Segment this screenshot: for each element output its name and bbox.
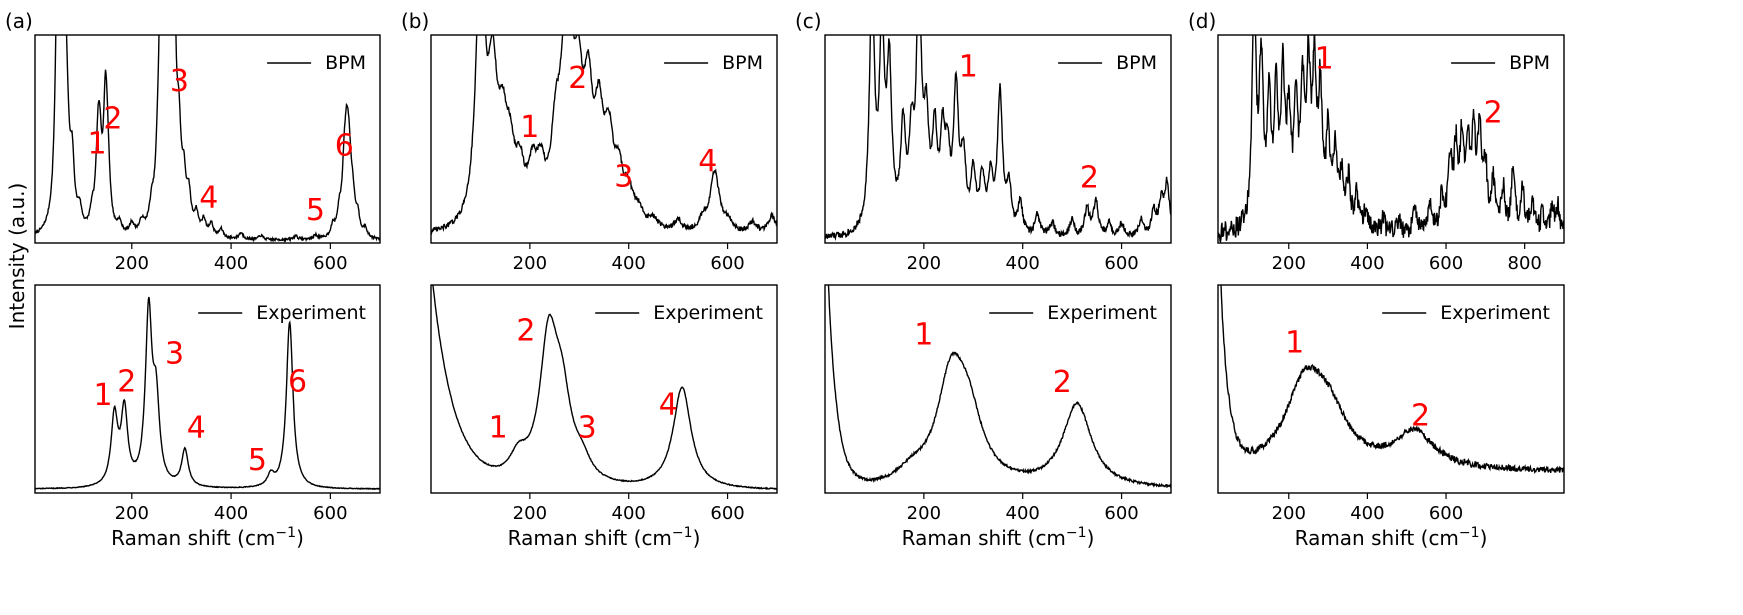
x-tick-label: 600 (710, 503, 744, 524)
x-tick-label: 400 (1350, 503, 1384, 524)
peak-label: 6 (288, 364, 307, 399)
x-tick-label: 600 (710, 253, 744, 274)
peak-label: 6 (335, 129, 354, 164)
peak-label: 1 (914, 317, 933, 352)
spectrum-line-top (825, 35, 1171, 241)
peak-label: 1 (959, 50, 978, 85)
x-tick-label: 400 (612, 253, 646, 274)
spectrum-line-bottom (1220, 285, 1564, 475)
axes-frame (430, 284, 778, 494)
x-tick-label: 200 (513, 503, 547, 524)
peak-label: 1 (489, 411, 508, 446)
peak-label: 1 (1315, 41, 1334, 76)
peak-label: 4 (659, 387, 678, 422)
axes-frame (430, 34, 778, 244)
x-tick-label: 200 (115, 253, 149, 274)
peak-label: 2 (568, 61, 587, 96)
legend-label: BPM (1116, 52, 1157, 74)
x-tick-label: 200 (513, 253, 547, 274)
peak-label: 1 (88, 127, 107, 162)
peak-label: 1 (93, 378, 112, 413)
x-tick-label: 600 (313, 253, 347, 274)
peak-label: 5 (306, 193, 325, 228)
axes-frame (34, 284, 381, 494)
x-tick-label: 400 (612, 503, 646, 524)
legend-label: Experiment (1047, 302, 1157, 324)
peak-label: 3 (165, 337, 184, 372)
x-tick-label: 400 (1006, 253, 1040, 274)
x-tick-label: 400 (214, 253, 248, 274)
x-tick-label: 600 (313, 503, 347, 524)
x-tick-label: 400 (214, 503, 248, 524)
x-axis-label: Raman shift (cm−1) (508, 525, 701, 550)
x-tick-label: 200 (115, 503, 149, 524)
x-tick-label: 200 (907, 253, 941, 274)
x-tick-label: 200 (1272, 253, 1306, 274)
peak-label: 2 (1080, 161, 1099, 196)
spectrum-line-bottom (827, 285, 1171, 489)
panel-label: (a) (5, 9, 33, 33)
peak-label: 1 (1285, 326, 1304, 361)
peak-label: 2 (516, 313, 535, 348)
peak-label: 2 (1411, 398, 1430, 433)
legend-label: Experiment (1440, 302, 1550, 324)
spectrum-line-top (35, 35, 380, 243)
peak-label: 1 (520, 110, 539, 145)
peak-label: 3 (170, 64, 189, 99)
legend-label: BPM (325, 52, 366, 74)
axes-frame (1217, 34, 1565, 244)
peak-label: 4 (199, 181, 218, 216)
peak-label: 3 (578, 411, 597, 446)
x-tick-label: 200 (1272, 503, 1306, 524)
peak-label: 5 (248, 443, 267, 478)
peak-label: 2 (1484, 95, 1503, 130)
peak-label: 2 (1053, 365, 1072, 400)
axes-frame (34, 34, 381, 244)
x-tick-label: 400 (1006, 503, 1040, 524)
panel-label: (c) (795, 9, 822, 33)
legend-label: Experiment (256, 302, 366, 324)
legend-label: BPM (1509, 52, 1550, 74)
axes-frame (824, 34, 1172, 244)
x-tick-label: 600 (1104, 503, 1138, 524)
panel-label: (d) (1188, 9, 1216, 33)
peak-label: 2 (117, 364, 136, 399)
x-axis-label: Raman shift (cm−1) (1295, 525, 1488, 550)
x-axis-label: Raman shift (cm−1) (111, 525, 304, 550)
x-tick-label: 600 (1429, 503, 1463, 524)
peak-label: 3 (614, 159, 633, 194)
x-axis-label: Raman shift (cm−1) (902, 525, 1095, 550)
spectrum-line-bottom (35, 296, 380, 491)
axes-frame (1217, 284, 1565, 494)
peak-label: 4 (698, 144, 717, 179)
legend-label: Experiment (653, 302, 763, 324)
x-tick-label: 200 (907, 503, 941, 524)
x-tick-label: 800 (1508, 253, 1542, 274)
spectrum-line-top (431, 35, 777, 235)
x-tick-label: 400 (1350, 253, 1384, 274)
x-tick-label: 600 (1104, 253, 1138, 274)
spectrum-line-bottom (432, 285, 777, 491)
axes-frame (824, 284, 1172, 494)
legend-label: BPM (722, 52, 763, 74)
panel-label: (b) (401, 9, 429, 33)
peak-label: 2 (103, 102, 122, 137)
y-axis-label: Intensity (a.u.) (5, 183, 29, 330)
x-tick-label: 600 (1429, 253, 1463, 274)
peak-label: 4 (187, 411, 206, 446)
spectrum-line-top (1218, 35, 1564, 243)
